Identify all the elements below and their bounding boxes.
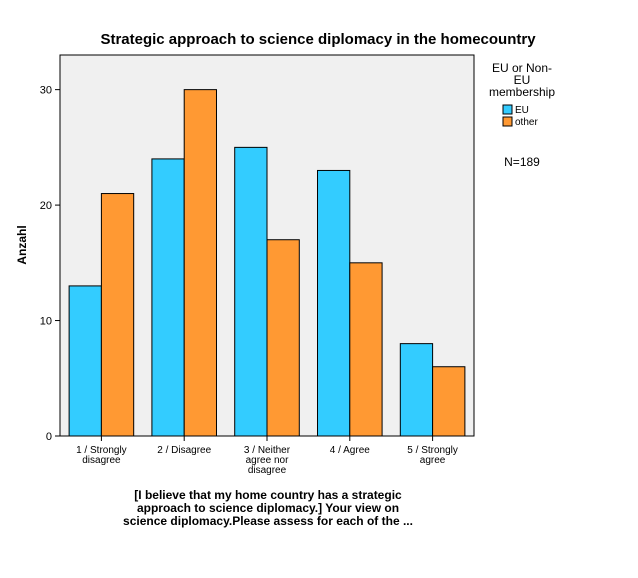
x-tick-label: 2 / Disagree: [157, 445, 211, 456]
legend-title-line: EU: [514, 73, 531, 87]
y-tick-label: 30: [40, 85, 52, 97]
x-tick-label: agree nor: [246, 455, 289, 466]
bar-other-5: [432, 366, 466, 437]
legend-title-line: EU or Non-: [492, 61, 552, 75]
bar-eu-3: [234, 146, 268, 437]
x-tick-label: 3 / Neither: [244, 445, 291, 456]
x-tick-label: 5 / Strongly: [407, 445, 458, 456]
x-tick-label: disagree: [82, 455, 121, 466]
x-tick-label: 4 / Agree: [330, 445, 370, 456]
y-tick-label: 10: [40, 316, 52, 328]
x-tick-label: 1 / Strongly: [76, 445, 127, 456]
legend-swatch-eu: [502, 104, 513, 115]
x-axis-label-line: approach to science diplomacy.] Your vie…: [137, 501, 399, 515]
bar-eu-1: [68, 285, 102, 437]
x-tick-label: agree: [420, 455, 446, 466]
legend-entry-other: other: [515, 117, 538, 128]
legend-swatch-other: [502, 116, 513, 127]
bar-eu-2: [151, 158, 185, 437]
x-axis-label-line: [I believe that my home country has a st…: [134, 488, 402, 502]
bars: [68, 89, 466, 437]
y-axis: 0 10 20 30: [40, 85, 60, 443]
y-tick-label: 0: [46, 431, 52, 443]
legend-title-line: membership: [489, 85, 555, 99]
bar-eu-4: [317, 169, 351, 437]
sample-size-annotation: N=189: [504, 155, 540, 169]
y-tick-label: 20: [40, 200, 52, 212]
bar-other-4: [349, 262, 383, 437]
x-axis-label-line: science diplomacy.Please assess for each…: [123, 514, 413, 528]
x-tick-label: disagree: [248, 465, 287, 476]
bar-other-1: [100, 193, 135, 437]
x-axis-label: [I believe that my home country has a st…: [123, 488, 413, 528]
bar-eu-5: [399, 343, 434, 437]
bar-other-3: [266, 239, 300, 437]
chart-title: Strategic approach to science diplomacy …: [100, 31, 536, 48]
y-axis-label: Anzahl: [15, 225, 29, 264]
legend-entry-eu: EU: [515, 105, 529, 116]
bar-other-2: [183, 89, 217, 437]
